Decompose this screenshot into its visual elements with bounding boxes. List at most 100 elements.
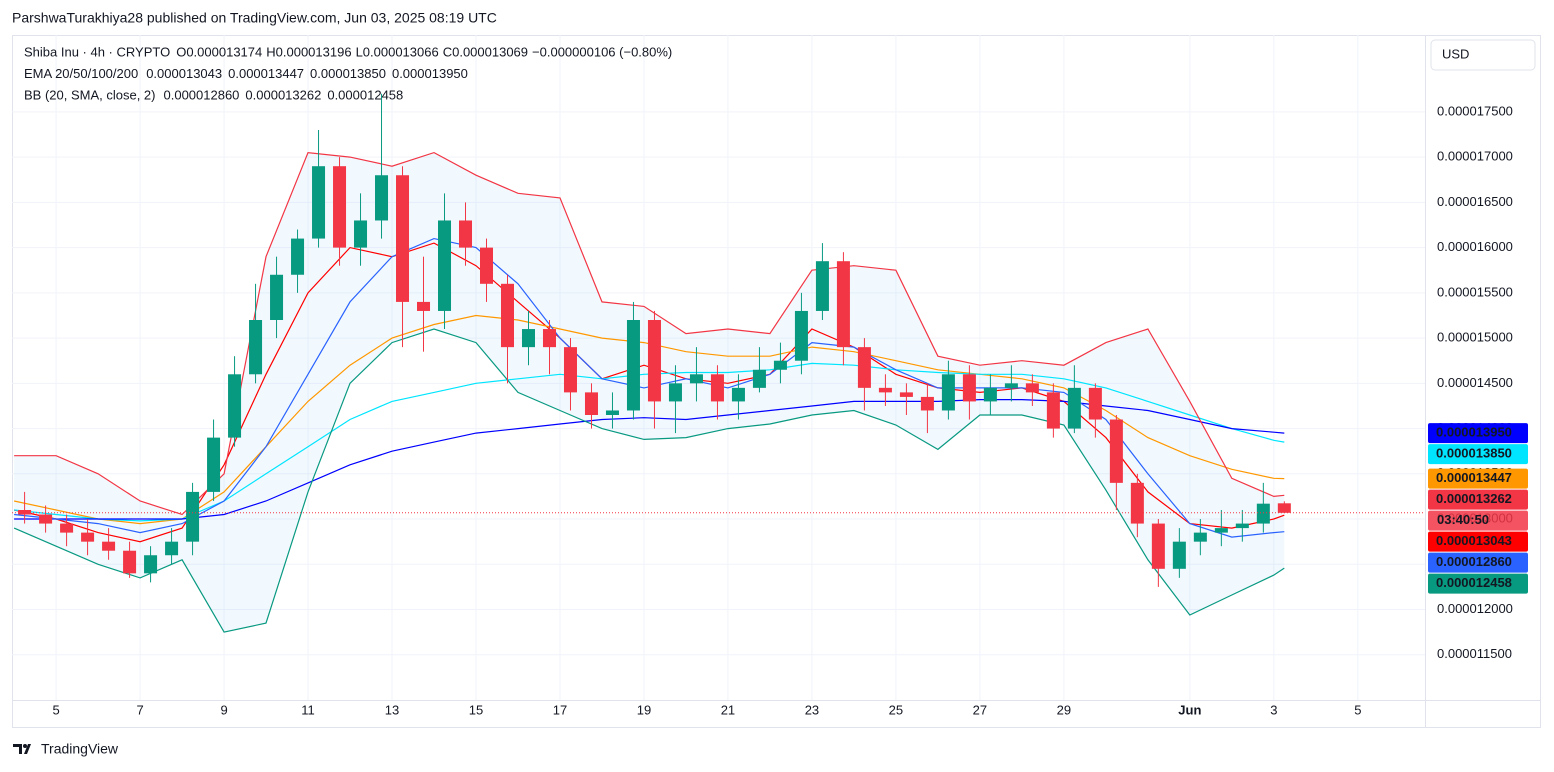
price-badge [1428,573,1528,594]
x-tick-label: 7 [136,702,143,717]
y-tick-label: 0.000016500 [1437,194,1513,209]
indicator-line [14,362,1285,522]
candle-body [458,220,473,248]
x-tick-label: 3 [1270,702,1277,717]
x-tick-label: 23 [805,702,819,717]
x-tick-label: 15 [469,702,483,717]
price-badges: 0.000013950 0.000013850 0.000013447 0.00001… [1428,423,1528,594]
candle-body [710,374,724,402]
ohlc-key: C [443,44,452,59]
price-badge [1428,423,1528,444]
price-badge-label: 0.000013447 [1436,470,1512,485]
candle-body [1214,528,1228,533]
currency-button[interactable] [1430,39,1536,71]
candle-body [584,392,598,415]
candle-body [60,523,74,533]
indicator-value: 0.000012860 [164,87,240,102]
candle-body [878,387,892,393]
x-tick-label: 9 [220,702,227,717]
ohlc-key: L [356,44,363,59]
candle-body [752,369,766,388]
ohlc-value: 0.000013196 [276,44,352,59]
indicator-value: 0.000013043 [146,66,222,81]
candle-body [39,514,53,524]
candle-body [1193,532,1207,542]
candle-body [1235,523,1249,529]
price-badge [1428,489,1528,510]
candle-body [647,320,661,402]
candle-body [123,550,137,574]
countdown-badge [1428,510,1528,531]
candle-body [1151,523,1165,569]
x-tick-label: 25 [889,702,903,717]
candle-body [521,329,535,348]
candle-body [228,374,242,438]
indicator-value: 0.000013850 [310,66,386,81]
change-value: −0.000000106 (−0.80%) [532,44,672,59]
candle-body [1067,387,1081,429]
ohlc-value: 0.000013174 [186,44,262,59]
x-tick-label: 29 [1057,702,1071,717]
candle-body [1256,503,1270,524]
brand-logo [13,744,31,754]
indicator-value: 0.000012458 [327,87,403,102]
candle-body [144,555,158,574]
candle-body [920,396,934,411]
ohlc-value: 0.000013069 [452,44,528,59]
indicator-line [13,242,1285,543]
candle-body [731,387,745,402]
candle-body [1109,419,1123,483]
x-tick-label: 17 [553,702,567,717]
candle-body [1004,383,1018,388]
candle-body [857,347,871,388]
indicator-value: 0.000013447 [228,66,304,81]
y-tick-label: 0.000012000 [1437,601,1513,616]
candle-body [689,374,703,384]
ohlc-value: 0.000013066 [363,44,439,59]
x-tick-label: 27 [973,702,987,717]
ohlc-key: H [266,44,275,59]
candle-body [375,175,389,221]
price-badge-label: 0.000013262 [1436,491,1512,506]
indicator-value: 0.000013950 [392,66,468,81]
candle-body [186,491,200,542]
price-badge [1428,444,1528,465]
x-tick-label: 19 [637,702,651,717]
price-badge-label: 0.000012860 [1436,554,1512,569]
plot-area [12,93,1425,633]
x-tick-label: 5 [52,702,59,717]
y-tick-label: 0.000015000 [1437,330,1513,345]
indicator-value: 0.000013262 [245,87,321,102]
candle-body [983,387,997,402]
x-tick-label: 21 [721,702,735,717]
x-tick-label: 13 [385,702,399,717]
price-badge-label: 0.000013043 [1436,533,1512,548]
candle-body [563,347,577,393]
legend: Shiba Inu · 4h · CRYPTO O 0.000013174 H 0.00… [24,44,672,102]
x-tick-label: 11 [301,702,315,717]
candle-body [1172,541,1186,569]
candle-body [417,301,431,311]
candle-body [668,383,682,402]
countdown-label: 03:40:50 [1437,512,1489,527]
price-badge [1428,468,1528,489]
candle-body [1130,482,1144,524]
candle-body [249,320,263,375]
candle-body [165,541,179,556]
candle-body [396,175,410,302]
published-line: ParshwaTurakhiya28 published on TradingV… [12,10,497,26]
candle-body [773,360,787,370]
symbol-title: Shiba Inu · 4h · CRYPTO [24,44,170,59]
y-tick-label: 0.000015500 [1437,284,1513,299]
frame [12,35,1541,728]
candle-body [479,247,494,284]
indicator-name: BB (20, SMA, close, 2) [24,87,156,102]
currency-label[interactable]: USD [1442,46,1469,61]
candle-body [81,532,95,542]
candle-body [354,220,368,248]
candle-body [794,310,808,361]
brand-name: TradingView [41,741,119,757]
candle-body [836,261,850,348]
